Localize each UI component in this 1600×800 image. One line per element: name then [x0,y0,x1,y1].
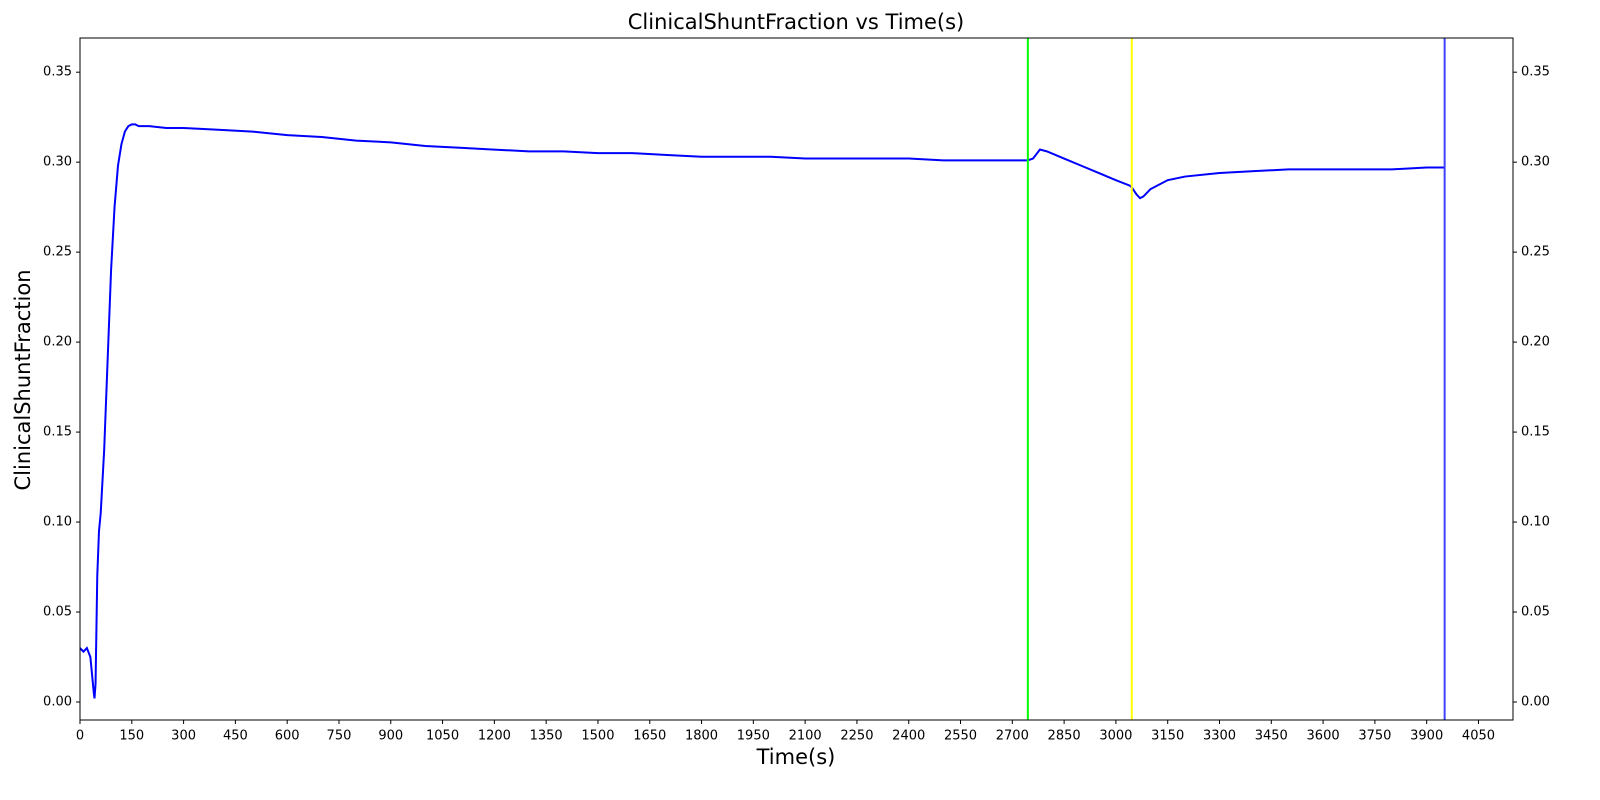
x-tick-label: 1200 [478,729,511,744]
y2-tick-label: 0.20 [1521,335,1550,350]
x-tick-label: 2250 [840,729,873,744]
y-tick-label: 0.00 [43,695,72,710]
x-tick-label: 150 [119,729,144,744]
x-tick-label: 1650 [633,729,666,744]
y-tick-label: 0.25 [43,245,72,260]
x-axis-label: Time(s) [756,745,836,769]
x-tick-label: 3450 [1255,729,1288,744]
y2-tick-label: 0.10 [1521,515,1550,530]
y2-tick-label: 0.00 [1521,695,1550,710]
x-tick-label: 2550 [944,729,977,744]
x-tick-label: 2100 [789,729,822,744]
x-tick-label: 1050 [426,729,459,744]
x-tick-label: 2850 [1048,729,1081,744]
y2-tick-label: 0.15 [1521,425,1550,440]
y-tick-label: 0.35 [43,65,72,80]
y-tick-label: 0.20 [43,335,72,350]
x-tick-label: 1350 [530,729,563,744]
x-tick-label: 3600 [1307,729,1340,744]
x-tick-label: 300 [171,729,196,744]
x-tick-label: 3750 [1358,729,1391,744]
data-line [79,123,1445,699]
x-tick-label: 0 [76,729,84,744]
x-tick-label: 600 [275,729,300,744]
chart-title: ClinicalShuntFraction vs Time(s) [628,10,964,34]
y2-tick-label: 0.25 [1521,245,1550,260]
y2-tick-label: 0.30 [1521,155,1550,170]
x-tick-label: 2400 [892,729,925,744]
y-tick-label: 0.10 [43,515,72,530]
x-tick-label: 900 [378,729,403,744]
x-tick-label: 1800 [685,729,718,744]
x-tick-label: 1500 [581,729,614,744]
y-tick-label: 0.05 [43,605,72,620]
x-tick-label: 1950 [737,729,770,744]
y-axis-label: ClinicalShuntFraction [11,269,35,490]
x-tick-label: 3000 [1099,729,1132,744]
y-tick-label: 0.30 [43,155,72,170]
x-tick-label: 2700 [996,729,1029,744]
plot-frame [79,37,1514,721]
y2-tick-label: 0.05 [1521,605,1550,620]
x-tick-label: 3150 [1151,729,1184,744]
x-tick-label: 750 [327,729,352,744]
x-tick-label: 3900 [1410,729,1443,744]
y-tick-label: 0.15 [43,425,72,440]
y2-tick-label: 0.35 [1521,65,1550,80]
x-tick-label: 4050 [1462,729,1495,744]
x-tick-label: 3300 [1203,729,1236,744]
x-tick-label: 450 [223,729,248,744]
